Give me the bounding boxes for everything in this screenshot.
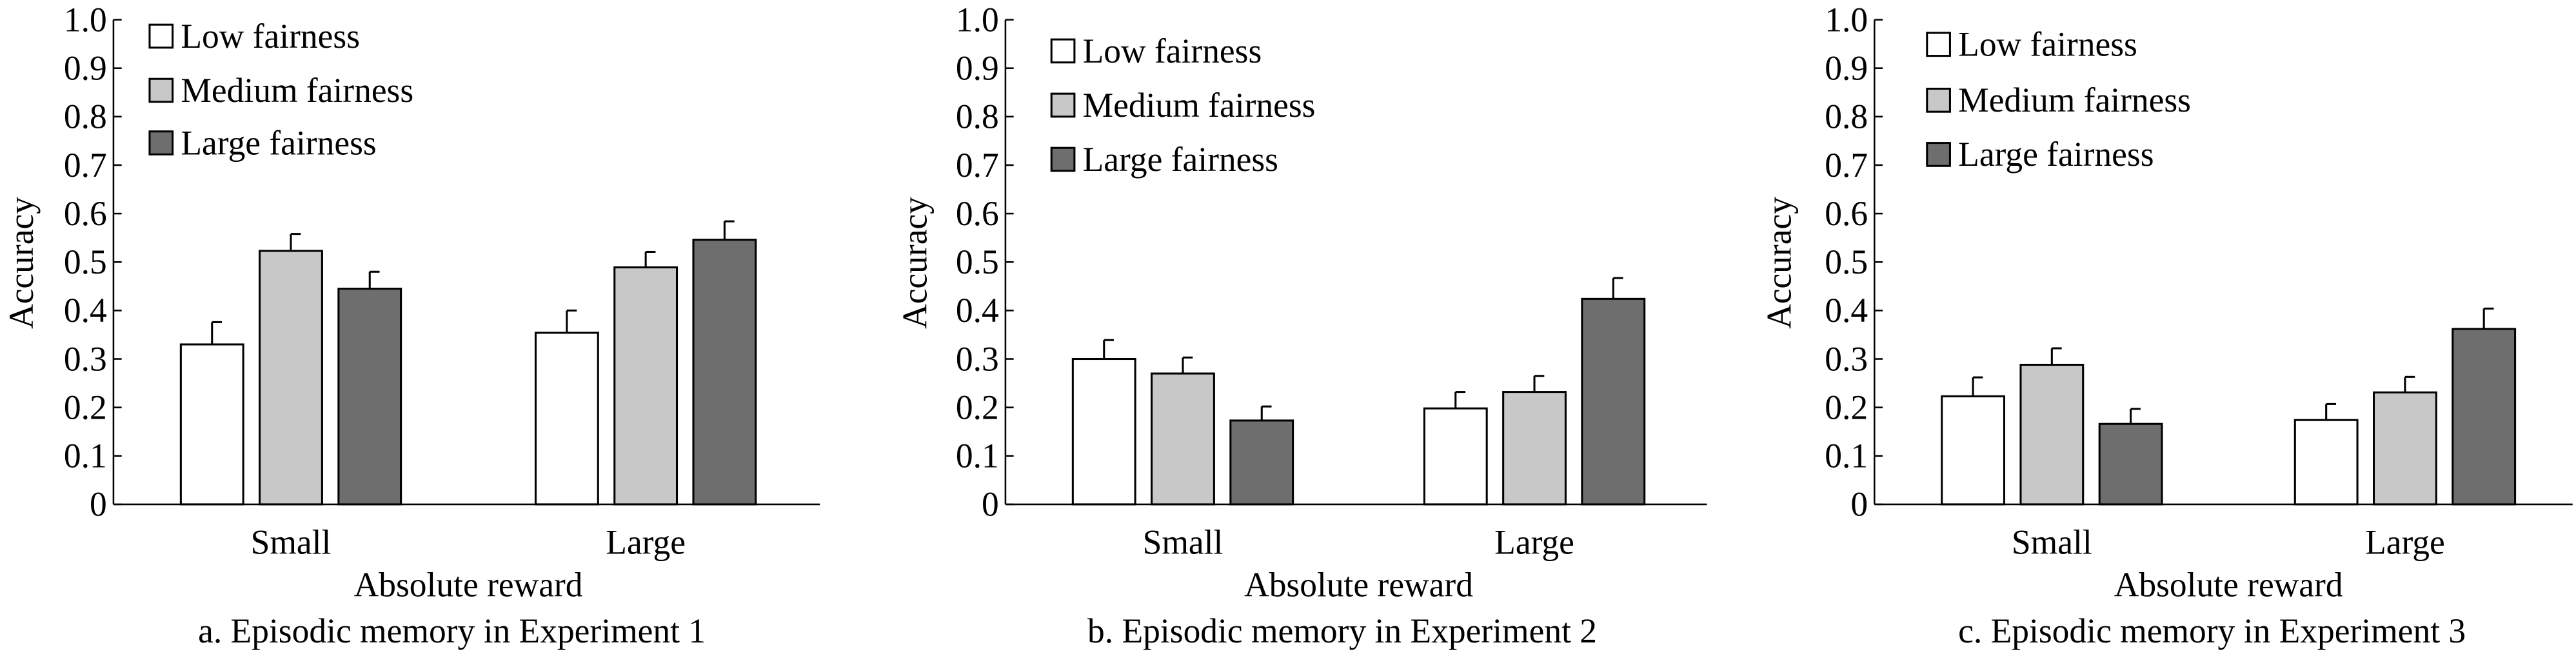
y-tick-label: 0.3 xyxy=(1825,339,1868,378)
chart-panel-2: 0 0.1 0.2 0.3 0.4 0.5 0.6 0.7 0.8 0.9 1.0 Low fairn… xyxy=(896,0,1707,650)
chart-caption: c. Episodic memory in Experiment 3 xyxy=(1958,611,2466,650)
y-tick-label: 0.6 xyxy=(1825,194,1868,233)
bar-large-fairness xyxy=(692,239,757,506)
legend-label: Large fairness xyxy=(181,123,376,162)
bar-low-fairness xyxy=(534,332,599,506)
legend-label: Low fairness xyxy=(1083,32,1262,70)
y-tick-label: 0.8 xyxy=(956,97,999,136)
x-tick-label: Small xyxy=(251,522,332,561)
y-tick-label: 0.4 xyxy=(956,291,999,330)
legend-label: Medium fairness xyxy=(1083,86,1316,124)
chart-caption: b. Episodic memory in Experiment 2 xyxy=(1087,611,1597,650)
bar-large-fairness xyxy=(1581,297,1646,506)
y-tick-label: 0.7 xyxy=(64,146,107,184)
y-tick-label: 1.0 xyxy=(64,0,107,39)
legend-swatch xyxy=(1050,146,1076,172)
y-tick-label: 0 xyxy=(90,485,107,524)
x-axis-label: Absolute reward xyxy=(2114,566,2343,604)
x-tick-label: Small xyxy=(1143,522,1224,561)
x-tick-label: Large xyxy=(2365,522,2445,561)
y-axis-label: Accuracy xyxy=(2,197,41,329)
y-tick-label: 0.1 xyxy=(64,437,107,475)
x-axis-label: Absolute reward xyxy=(354,566,583,604)
y-tick-label: 0.1 xyxy=(1825,437,1868,475)
y-tick-label: 1.0 xyxy=(956,0,999,39)
bar-medium-fairness xyxy=(259,250,323,506)
legend-swatch xyxy=(148,130,174,155)
chart-panel-1: 0 0.1 0.2 0.3 0.4 0.5 0.6 0.7 0.8 0.9 1.0 Low fairn… xyxy=(2,0,820,650)
legend-label: Low fairness xyxy=(1958,25,2137,64)
bar-low-fairness xyxy=(1423,407,1488,506)
bar-low-fairness xyxy=(179,343,244,506)
x-tick-label: Large xyxy=(1494,522,1574,561)
legend-label: Medium fairness xyxy=(1958,81,2191,119)
bar-low-fairness xyxy=(2294,419,2359,506)
legend-label: Low fairness xyxy=(181,17,360,55)
y-tick-label: 0.3 xyxy=(64,339,107,378)
chart-panel-3: 0 0.1 0.2 0.3 0.4 0.5 0.6 0.7 0.8 0.9 1.0 Low fairn… xyxy=(1759,0,2573,650)
y-tick-label: 1.0 xyxy=(1825,0,1868,39)
y-tick-label: 0.9 xyxy=(64,49,107,88)
y-tick-label: 0.8 xyxy=(64,97,107,136)
y-tick-label: 0 xyxy=(1850,485,1868,524)
y-tick-label: 0.7 xyxy=(1825,146,1868,184)
legend-label: Large fairness xyxy=(1083,140,1278,179)
bar-low-fairness xyxy=(1071,357,1136,506)
legend-swatch xyxy=(148,77,174,103)
bar-large-fairness xyxy=(2452,328,2517,506)
x-tick-label: Small xyxy=(2012,522,2092,561)
legend-swatch xyxy=(1050,92,1076,118)
bar-large-fairness xyxy=(337,288,402,506)
y-tick-label: 0.5 xyxy=(1825,243,1868,281)
legend-label: Medium fairness xyxy=(181,71,413,110)
legend-swatch xyxy=(1926,88,1951,113)
y-tick-label: 0.2 xyxy=(956,388,999,426)
y-tick-label: 0.8 xyxy=(1825,97,1868,136)
y-tick-label: 0.6 xyxy=(956,194,999,233)
chart-caption: a. Episodic memory in Experiment 1 xyxy=(198,611,706,650)
x-tick-label: Large xyxy=(606,522,686,561)
y-axis-label: Accuracy xyxy=(896,197,935,329)
y-tick-label: 0 xyxy=(982,485,999,524)
y-tick-label: 0.5 xyxy=(64,243,107,281)
y-tick-label: 0.9 xyxy=(956,49,999,88)
y-tick-label: 0.4 xyxy=(64,291,107,330)
y-tick-label: 0.2 xyxy=(64,388,107,426)
bar-medium-fairness xyxy=(1502,391,1567,506)
y-tick-label: 0.1 xyxy=(956,437,999,475)
y-tick-label: 0.7 xyxy=(956,146,999,184)
y-tick-label: 0.9 xyxy=(1825,49,1868,88)
bar-large-fairness xyxy=(2098,422,2163,506)
y-tick-label: 0.2 xyxy=(1825,388,1868,426)
legend-swatch xyxy=(1050,38,1076,64)
legend-swatch xyxy=(148,23,174,49)
legend-swatch xyxy=(1926,142,1951,167)
bar-large-fairness xyxy=(1229,419,1294,506)
y-tick-label: 0.5 xyxy=(956,243,999,281)
legend-label: Large fairness xyxy=(1958,135,2154,174)
bar-medium-fairness xyxy=(2019,363,2085,506)
bar-medium-fairness xyxy=(1151,372,1215,506)
bar-medium-fairness xyxy=(613,266,679,506)
bar-low-fairness xyxy=(1941,395,2006,506)
y-axis-label: Accuracy xyxy=(1759,197,1798,329)
bar-medium-fairness xyxy=(2373,391,2437,506)
y-tick-label: 0.4 xyxy=(1825,291,1868,330)
y-tick-label: 0.6 xyxy=(64,194,107,233)
legend-swatch xyxy=(1926,32,1951,57)
y-tick-label: 0.3 xyxy=(956,339,999,378)
x-axis-label: Absolute reward xyxy=(1244,566,1473,604)
